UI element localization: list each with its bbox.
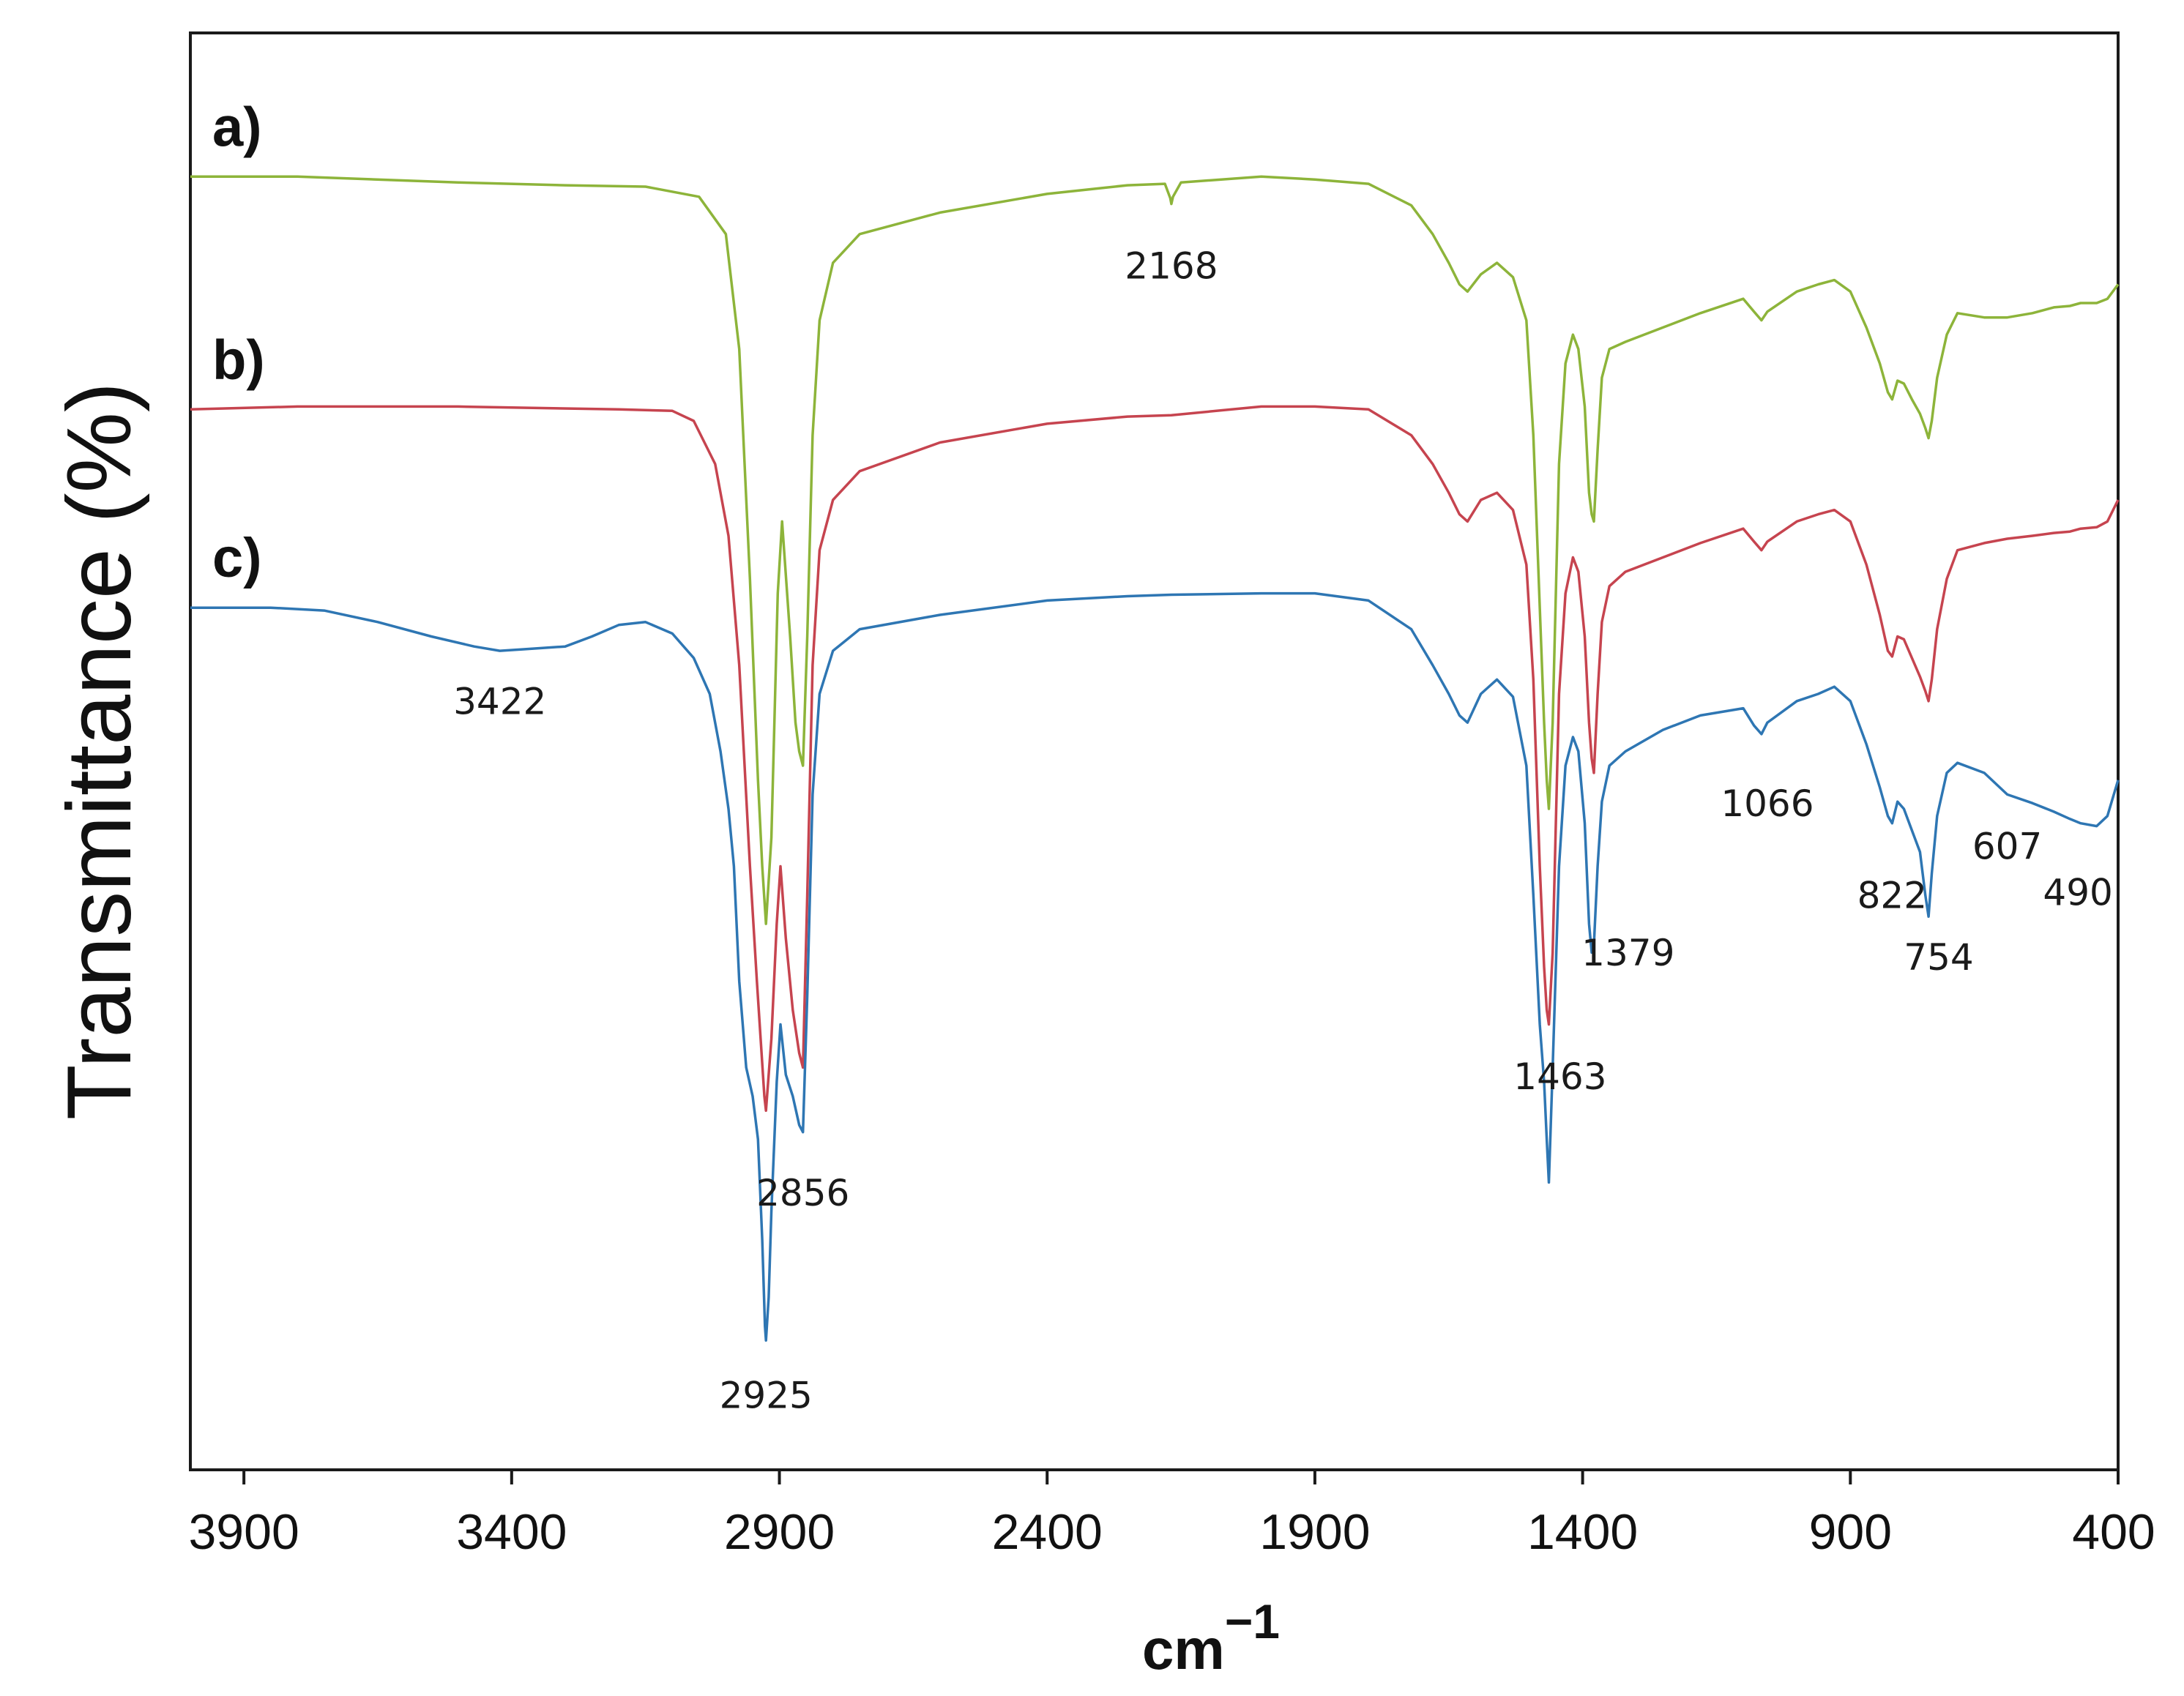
peak-label-2856: 2856 [756,1172,849,1214]
x-tick-label: 1900 [1259,1504,1370,1560]
series-line-c [190,591,2120,1342]
x-tick-label: 3400 [456,1504,567,1560]
x-axis-unit: cm [1142,1617,1225,1681]
x-tick-label: 2900 [724,1504,835,1560]
peak-label-1463: 1463 [1513,1056,1606,1098]
x-tick-label: 400 [2072,1504,2155,1560]
x-axis-title: cm−1 [1142,1594,1280,1681]
spectrum-series [190,175,2120,1342]
series-labels: a) b) c) [212,96,265,589]
peak-label-607: 607 [1972,826,2042,868]
series-line-b [190,405,2120,1113]
peak-label-490: 490 [2043,872,2112,914]
series-label-a: a) [212,96,262,158]
peak-label-822: 822 [1857,874,1927,916]
x-tick-label: 2400 [992,1504,1103,1560]
series-label-c: c) [212,527,262,589]
series-line-a [190,175,2120,925]
peak-label-3422: 3422 [453,680,546,722]
x-tick-label: 3900 [188,1504,299,1560]
x-axis-unit-exponent: −1 [1225,1594,1280,1648]
peak-label-2168: 2168 [1125,245,1218,288]
series-label-b: b) [212,329,265,391]
x-axis-ticks: 3900 3400 2900 2400 1900 1400 900 400 [188,1470,2155,1560]
peak-label-754: 754 [1904,936,1973,979]
peak-label-1066: 1066 [1721,782,1814,825]
x-tick-label: 900 [1809,1504,1892,1560]
peak-label-2925: 2925 [720,1375,813,1417]
y-axis-title: Transmittance (%) [49,382,150,1120]
x-tick-label: 1400 [1527,1504,1638,1560]
peak-label-1379: 1379 [1581,932,1674,974]
